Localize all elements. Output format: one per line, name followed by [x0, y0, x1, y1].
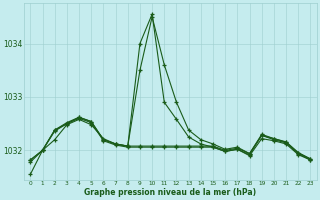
X-axis label: Graphe pression niveau de la mer (hPa): Graphe pression niveau de la mer (hPa)	[84, 188, 256, 197]
